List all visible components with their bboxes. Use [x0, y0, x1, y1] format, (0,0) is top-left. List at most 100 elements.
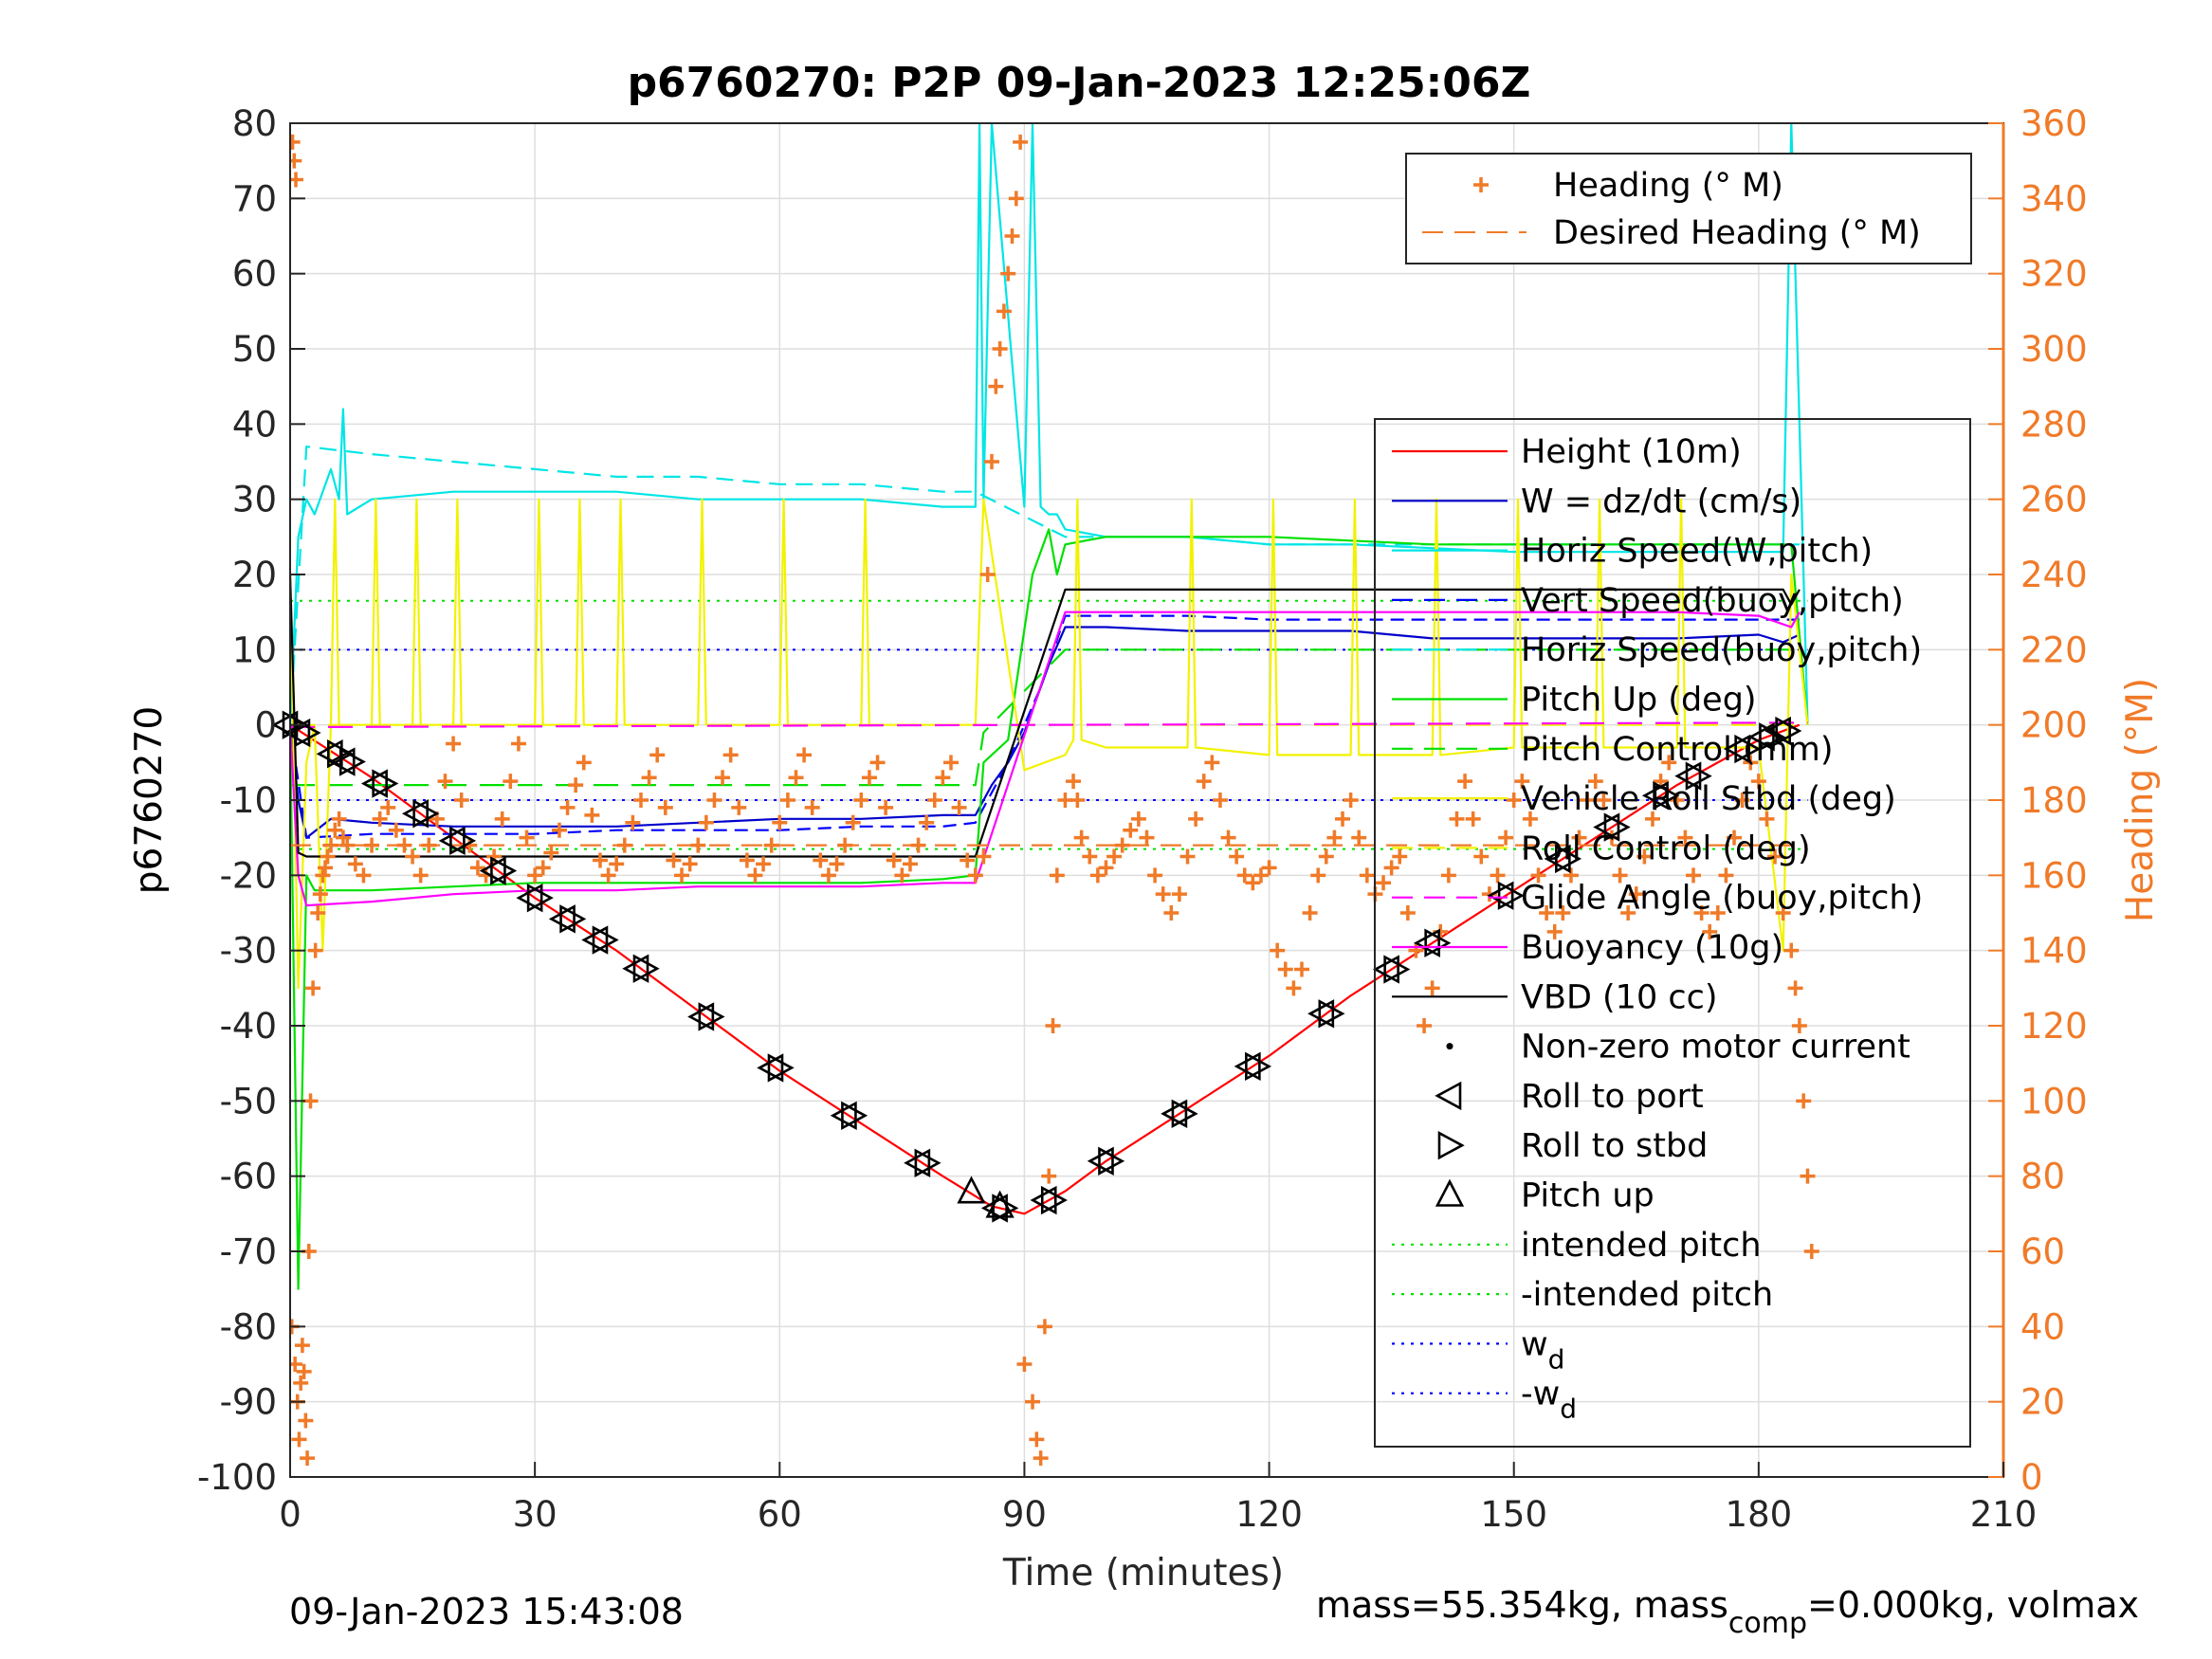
heading-point	[641, 770, 657, 786]
heading-point	[1163, 905, 1179, 921]
heading-point	[320, 848, 336, 865]
legend-label-text: Horiz Speed(buoy,pitch)	[1521, 631, 1922, 669]
heading-point	[1709, 905, 1726, 921]
y-right-tick-label: 60	[2020, 1231, 2065, 1272]
legend-tri-left	[1435, 1081, 1462, 1111]
y-right-tick-label: 320	[2020, 254, 2088, 295]
roll-to-port-marker	[1234, 1051, 1261, 1082]
heading-point	[412, 867, 429, 884]
heading-point	[291, 1431, 307, 1448]
roll-to-port-marker	[438, 826, 466, 856]
heading-point	[1286, 980, 1302, 996]
heading-point	[1693, 905, 1709, 921]
roll-to-port-marker	[687, 1002, 715, 1031]
heading-point	[302, 1093, 319, 1109]
heading-point	[1069, 793, 1086, 808]
series-layer	[290, 123, 1809, 1290]
heading-point	[293, 1375, 309, 1391]
y-tick-label: -70	[220, 1231, 277, 1272]
roll-to-stbd-marker	[1685, 761, 1712, 791]
heading-point	[910, 837, 926, 853]
heading-point	[503, 774, 519, 790]
legend-label: intended pitch	[1521, 1227, 1762, 1265]
legend-label-text: Vehicle Roll Stbd (deg)	[1521, 780, 1896, 818]
heading-point	[690, 837, 706, 853]
legend-label: Pitch Control (mm)	[1521, 731, 1833, 769]
roll-to-stbd-marker	[526, 883, 554, 913]
heading-point	[1571, 830, 1587, 846]
roll-to-port-marker	[1372, 955, 1399, 984]
heading-point	[984, 454, 1000, 469]
heading-point	[576, 755, 592, 771]
heading-point	[300, 1450, 316, 1467]
heading-point	[1004, 228, 1020, 244]
heading-point	[756, 856, 772, 872]
roll-to-stbd-marker	[490, 856, 518, 885]
heading-point	[1114, 837, 1130, 853]
heading-point	[290, 1357, 303, 1372]
heading-point	[967, 867, 983, 884]
heading-point	[294, 1338, 310, 1354]
heading-point	[1000, 265, 1016, 282]
legend-label: Vert Speed(buoy,pitch)	[1521, 582, 1904, 620]
roll-to-port-marker	[1487, 881, 1514, 910]
heading-point	[1596, 793, 1612, 808]
series-pitch_up	[290, 528, 1809, 1290]
heading-point	[1783, 942, 1800, 958]
heading-point	[682, 856, 698, 872]
heading-point	[1563, 867, 1579, 884]
heading-point	[1743, 755, 1759, 771]
heading-point	[886, 852, 902, 868]
x-tick-label: 210	[1970, 1494, 2038, 1535]
heading-point	[584, 807, 600, 823]
x-tick-label: 30	[513, 1494, 558, 1535]
legend-label-text: Glide Angle (buoy,pitch)	[1521, 880, 1923, 918]
heading-point	[592, 852, 608, 868]
roll-to-stbd-marker	[1383, 955, 1411, 984]
roll-to-stbd-marker	[1603, 812, 1631, 842]
heading-point	[1066, 774, 1082, 790]
roll-to-stbd-marker	[914, 1148, 941, 1177]
y-tick-label: -50	[220, 1081, 277, 1121]
legend-main-box	[1374, 418, 1971, 1448]
y-axis-right-ticks: 3603403203002802602402202001801601401201…	[1988, 103, 2088, 1498]
heading-point	[1229, 848, 1245, 865]
heading-point	[1179, 848, 1196, 865]
y-tick-label: 0	[254, 705, 277, 746]
legend-label: Horiz Speed(buoy,pitch)	[1521, 631, 1922, 669]
legend-label-sub: d	[1560, 1394, 1577, 1425]
heading-point	[1089, 867, 1106, 884]
heading-point	[1530, 867, 1546, 884]
roll-to-stbd-marker	[767, 1053, 795, 1083]
heading-point	[559, 799, 576, 815]
heading-point	[804, 799, 820, 815]
heading-point	[1787, 980, 1803, 996]
heading-point	[315, 867, 331, 884]
legend-label-text: intended pitch	[1521, 1227, 1762, 1265]
heading-point	[772, 814, 788, 830]
y-right-tick-label: 0	[2020, 1457, 2043, 1498]
heading-point	[568, 777, 584, 793]
roll-to-port-marker	[622, 954, 649, 983]
series-vbd	[290, 574, 1801, 858]
roll-to-port-marker	[1723, 734, 1750, 764]
roll-to-stbd-marker	[1653, 781, 1680, 811]
legend-label-text: Height (10m)	[1521, 433, 1742, 471]
y-tick-label: -20	[220, 855, 277, 896]
y-right-tick-label: 100	[2020, 1081, 2088, 1121]
chart-title: p6760270: P2P 09-Jan-2023 12:25:06Z	[628, 59, 1531, 107]
roll-to-port-marker	[1030, 1185, 1057, 1215]
roll-to-port-marker	[1161, 1099, 1188, 1129]
x-axis-label: Time (minutes)	[1002, 1552, 1284, 1595]
heading-point	[666, 852, 682, 868]
roll-to-stbd-marker	[449, 826, 477, 856]
legend-main: Height (10m) W = dz/dt (cm/s) Horiz Speed(…	[1374, 418, 1971, 1448]
heading-point	[446, 736, 462, 752]
roll-to-port-marker	[1087, 1146, 1114, 1176]
heading-point	[1106, 848, 1123, 865]
heading-point	[1041, 1168, 1057, 1184]
heading-point	[1270, 942, 1286, 958]
roll-to-port-marker	[328, 747, 356, 776]
legend-label: -intended pitch	[1521, 1276, 1773, 1314]
